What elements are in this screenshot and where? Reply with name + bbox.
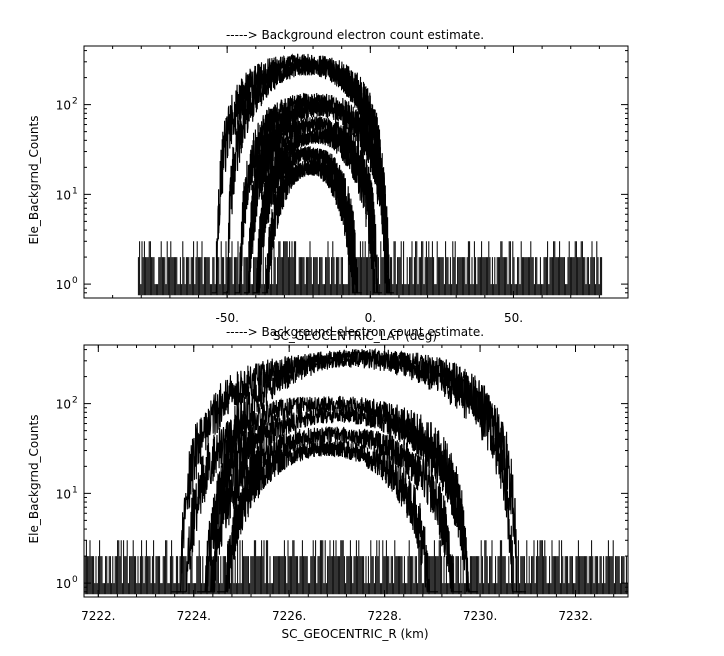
series-line (243, 100, 394, 294)
series-layer (84, 348, 628, 595)
y-tick-label-base: 10 (56, 398, 71, 412)
noise-floor-spikes (84, 540, 628, 595)
y-axis-label: Ele_Backgrnd_Counts (27, 415, 41, 544)
chart-title: -----> Background electron count estimat… (226, 325, 484, 339)
x-tick-label: 7232. (558, 609, 592, 623)
y-tick-label-base: 10 (56, 99, 71, 113)
y-tick-label-base: 10 (56, 487, 71, 501)
x-tick-label: 0. (365, 311, 376, 325)
x-tick-label: 7222. (81, 609, 115, 623)
x-tick-label: 50. (504, 311, 523, 325)
noise-floor-spikes (137, 241, 603, 296)
y-tick-label-base: 10 (56, 188, 71, 202)
y-tick-label-exponent: 1 (72, 186, 78, 196)
y-tick-labels: 10 0 10 1 10 2 (56, 396, 78, 591)
y-tick-label: 10 2 (56, 396, 78, 412)
series-layer (137, 53, 603, 296)
tick-layer (84, 345, 628, 597)
tick-layer (83, 46, 629, 298)
chart-panel-latitude: -----> Background electron count estimat… (27, 28, 629, 343)
y-tick-label-exponent: 0 (72, 276, 78, 286)
chart-title: -----> Background electron count estimat… (226, 28, 484, 42)
x-tick-label: -50. (215, 311, 238, 325)
y-tick-label-base: 10 (56, 278, 71, 292)
x-tick-label: 7228. (367, 609, 401, 623)
y-tick-label: 10 0 (56, 276, 78, 292)
y-axis-label: Ele_Backgrnd_Counts (27, 116, 41, 245)
series-line (201, 425, 463, 593)
x-axis-label: SC_GEOCENTRIC_LAT (deg) (273, 329, 437, 343)
x-axis-label: SC_GEOCENTRIC_R (km) (282, 627, 429, 641)
plot-frame (83, 344, 629, 598)
y-tick-label: 10 2 (56, 97, 78, 113)
series-line (223, 59, 392, 294)
y-tick-label-base: 10 (56, 577, 71, 591)
series-line (262, 159, 359, 294)
x-tick-label: 7226. (272, 609, 306, 623)
y-tick-label: 10 1 (56, 186, 78, 202)
x-tick-label: 7224. (177, 609, 211, 623)
y-tick-label-exponent: 1 (72, 485, 78, 495)
series-line (205, 348, 526, 593)
series-line (196, 406, 478, 593)
x-tick-label: 7230. (463, 609, 497, 623)
chart-panel-radius: -----> Background electron count estimat… (27, 325, 629, 641)
y-tick-labels: 10 0 10 1 10 2 (56, 97, 78, 293)
y-tick-label-exponent: 0 (72, 575, 78, 585)
y-tick-label: 10 0 (56, 575, 78, 591)
series-line (217, 440, 438, 593)
y-tick-label-exponent: 2 (72, 97, 78, 107)
y-tick-label: 10 1 (56, 485, 78, 501)
x-tick-labels: -50. 0. 50. (215, 311, 523, 325)
plot-frame (83, 45, 629, 299)
x-tick-labels: 7222. 7224. 7226. 7228. 7230. 7232. (81, 609, 593, 623)
y-tick-label-exponent: 2 (72, 396, 78, 406)
